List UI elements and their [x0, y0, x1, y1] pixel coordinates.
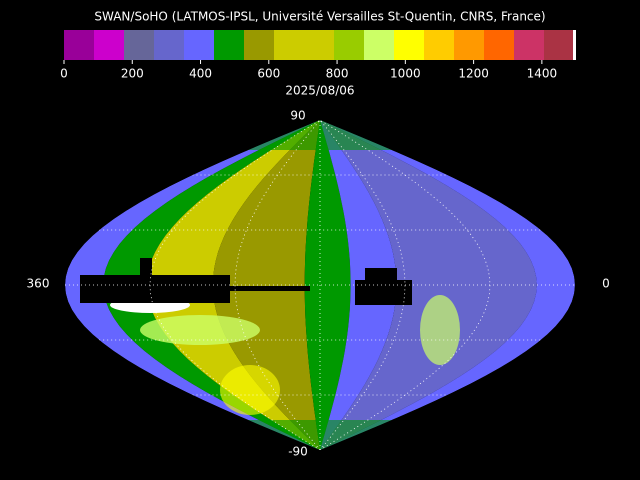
top-label: 90 — [290, 109, 305, 123]
left-label: 360 — [27, 277, 50, 291]
date: 2025/08/06 — [285, 84, 354, 98]
colorbar-tick-label: 200 — [121, 67, 144, 81]
colorbar-segment — [424, 30, 455, 60]
bright-patch — [220, 365, 280, 415]
sky-region — [65, 120, 320, 450]
colorbar-segment — [364, 30, 395, 60]
bottom-label: -90 — [288, 445, 308, 459]
colorbar-segment — [94, 30, 125, 60]
colorbar: 0 200 400 600 800 1000 1200 1400 — [60, 30, 576, 81]
colorbar-segment — [304, 30, 335, 60]
colorbar-segment — [274, 30, 305, 60]
bright-patch — [140, 315, 260, 345]
bright-patch — [420, 295, 460, 365]
colorbar-tick-label: 600 — [257, 67, 280, 81]
occulted-region — [230, 286, 310, 291]
colorbar-segment — [514, 30, 545, 60]
right-label: 0 — [602, 277, 610, 291]
colorbar-tick-label: 800 — [326, 67, 349, 81]
colorbar-segment — [334, 30, 365, 60]
colorbar-segment — [64, 30, 95, 60]
colorbar-segment — [214, 30, 245, 60]
colorbar-segment — [394, 30, 425, 60]
occulted-region — [365, 268, 397, 282]
sky-region — [320, 120, 575, 450]
colorbar-tick-label: 1200 — [458, 67, 489, 81]
colorbar-segment — [454, 30, 485, 60]
sky-region — [304, 120, 351, 450]
occulted-region — [355, 280, 412, 305]
colorbar-segment — [154, 30, 185, 60]
sky-region — [320, 120, 537, 450]
title: SWAN/SoHO (LATMOS-IPSL, Université Versa… — [94, 10, 545, 24]
colorbar-tick-label: 0 — [60, 67, 68, 81]
colorbar-segment — [544, 30, 575, 60]
colorbar-segment — [244, 30, 275, 60]
colorbar-tick-label: 400 — [189, 67, 212, 81]
colorbar-segment — [124, 30, 155, 60]
sky-region — [212, 120, 320, 450]
colorbar-tick-label: 1000 — [390, 67, 421, 81]
colorbar-segment — [484, 30, 515, 60]
occulted-region — [80, 275, 230, 303]
sky-region — [103, 120, 320, 450]
colorbar-end — [573, 30, 576, 60]
colorbar-tick-label: 1400 — [527, 67, 558, 81]
occulted-region — [140, 258, 152, 278]
colorbar-segment — [184, 30, 215, 60]
